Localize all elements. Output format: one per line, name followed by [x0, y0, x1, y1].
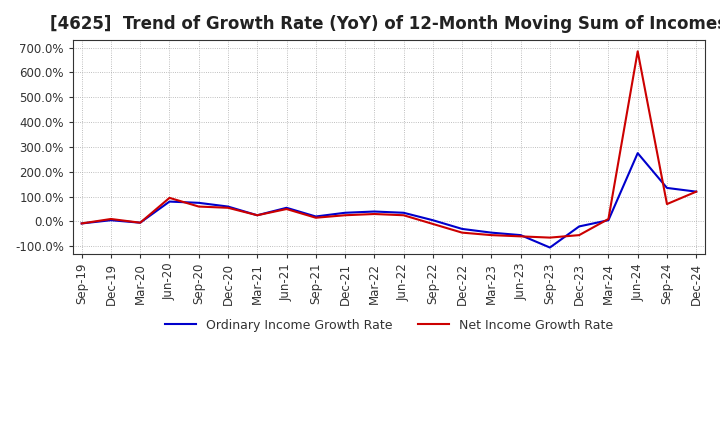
Net Income Growth Rate	[546, 235, 554, 240]
Net Income Growth Rate	[136, 220, 145, 225]
Ordinary Income Growth Rate	[312, 214, 320, 219]
Ordinary Income Growth Rate	[194, 200, 203, 205]
Net Income Growth Rate	[224, 205, 233, 210]
Net Income Growth Rate	[312, 215, 320, 220]
Net Income Growth Rate	[458, 230, 467, 235]
Ordinary Income Growth Rate	[253, 213, 261, 218]
Ordinary Income Growth Rate	[282, 205, 291, 210]
Net Income Growth Rate	[575, 232, 583, 238]
Net Income Growth Rate	[487, 232, 495, 238]
Ordinary Income Growth Rate	[546, 245, 554, 250]
Ordinary Income Growth Rate	[575, 224, 583, 229]
Net Income Growth Rate	[107, 216, 115, 222]
Ordinary Income Growth Rate	[400, 210, 408, 216]
Ordinary Income Growth Rate	[341, 210, 349, 216]
Net Income Growth Rate	[370, 211, 379, 216]
Ordinary Income Growth Rate	[224, 204, 233, 209]
Net Income Growth Rate	[634, 49, 642, 54]
Net Income Growth Rate	[341, 213, 349, 218]
Ordinary Income Growth Rate	[136, 220, 145, 225]
Net Income Growth Rate	[194, 204, 203, 209]
Ordinary Income Growth Rate	[458, 226, 467, 231]
Ordinary Income Growth Rate	[77, 221, 86, 226]
Ordinary Income Growth Rate	[487, 230, 495, 235]
Net Income Growth Rate	[428, 221, 437, 227]
Net Income Growth Rate	[253, 213, 261, 218]
Ordinary Income Growth Rate	[516, 232, 525, 238]
Ordinary Income Growth Rate	[370, 209, 379, 214]
Net Income Growth Rate	[516, 234, 525, 239]
Net Income Growth Rate	[692, 189, 701, 194]
Net Income Growth Rate	[282, 206, 291, 212]
Line: Ordinary Income Growth Rate: Ordinary Income Growth Rate	[81, 153, 696, 248]
Net Income Growth Rate	[604, 216, 613, 222]
Line: Net Income Growth Rate: Net Income Growth Rate	[81, 51, 696, 238]
Legend: Ordinary Income Growth Rate, Net Income Growth Rate: Ordinary Income Growth Rate, Net Income …	[160, 314, 618, 337]
Ordinary Income Growth Rate	[634, 150, 642, 156]
Net Income Growth Rate	[400, 213, 408, 218]
Ordinary Income Growth Rate	[428, 217, 437, 223]
Ordinary Income Growth Rate	[165, 199, 174, 204]
Net Income Growth Rate	[77, 221, 86, 226]
Title: [4625]  Trend of Growth Rate (YoY) of 12-Month Moving Sum of Incomes: [4625] Trend of Growth Rate (YoY) of 12-…	[50, 15, 720, 33]
Ordinary Income Growth Rate	[662, 185, 671, 191]
Ordinary Income Growth Rate	[107, 217, 115, 223]
Net Income Growth Rate	[165, 195, 174, 201]
Net Income Growth Rate	[662, 202, 671, 207]
Ordinary Income Growth Rate	[604, 217, 613, 223]
Ordinary Income Growth Rate	[692, 189, 701, 194]
